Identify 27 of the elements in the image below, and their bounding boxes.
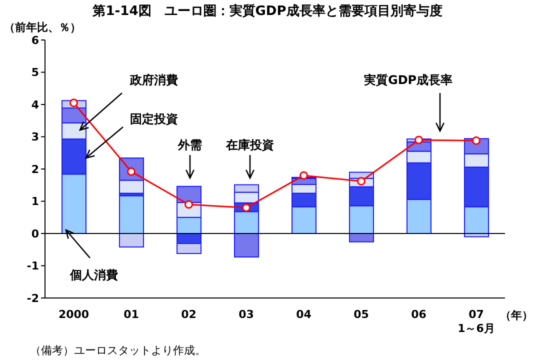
y-tick-label: 6 xyxy=(31,34,40,47)
y-axis-title: （前年比、％） xyxy=(4,20,81,35)
text: （備考）ユーロスタットより作成。 xyxy=(30,343,206,358)
y-tick-label: 2 xyxy=(31,162,39,176)
y-tick-label: 0 xyxy=(31,227,40,240)
text: 固定投資 xyxy=(130,112,178,126)
text: 在庫投資 xyxy=(225,138,274,152)
chart-title: 第1-14図 ユーロ圏：実質GDP成長率と需要項目別寄与度 xyxy=(92,2,444,20)
x-tick-label: 04 xyxy=(296,308,312,321)
y-tick-label: -2 xyxy=(26,292,39,305)
x-tick-label: 07 1～6月 xyxy=(458,308,495,335)
y-tick-label: 5 xyxy=(31,66,39,80)
text: 個人消費 xyxy=(69,268,118,282)
y-tick-label: -1 xyxy=(26,260,39,273)
x-tick-label: 03 xyxy=(238,308,254,321)
text: 政府消費 xyxy=(129,73,178,87)
x-tick-label: 01 xyxy=(124,308,139,321)
x-axis-title: （年） xyxy=(500,308,533,323)
text: 外需 xyxy=(177,138,202,152)
y-tick-label: 4 xyxy=(31,98,40,112)
x-tick-label: 2000 xyxy=(58,308,90,321)
x-tick-label: 05 xyxy=(354,308,369,321)
x-tick-label: 06 xyxy=(411,308,427,321)
y-tick-label: 1 xyxy=(31,195,39,208)
y-tick-label: 3 xyxy=(31,130,39,144)
text: 実質GDP成長率 xyxy=(363,73,453,87)
x-tick-label: 02 xyxy=(181,308,196,321)
